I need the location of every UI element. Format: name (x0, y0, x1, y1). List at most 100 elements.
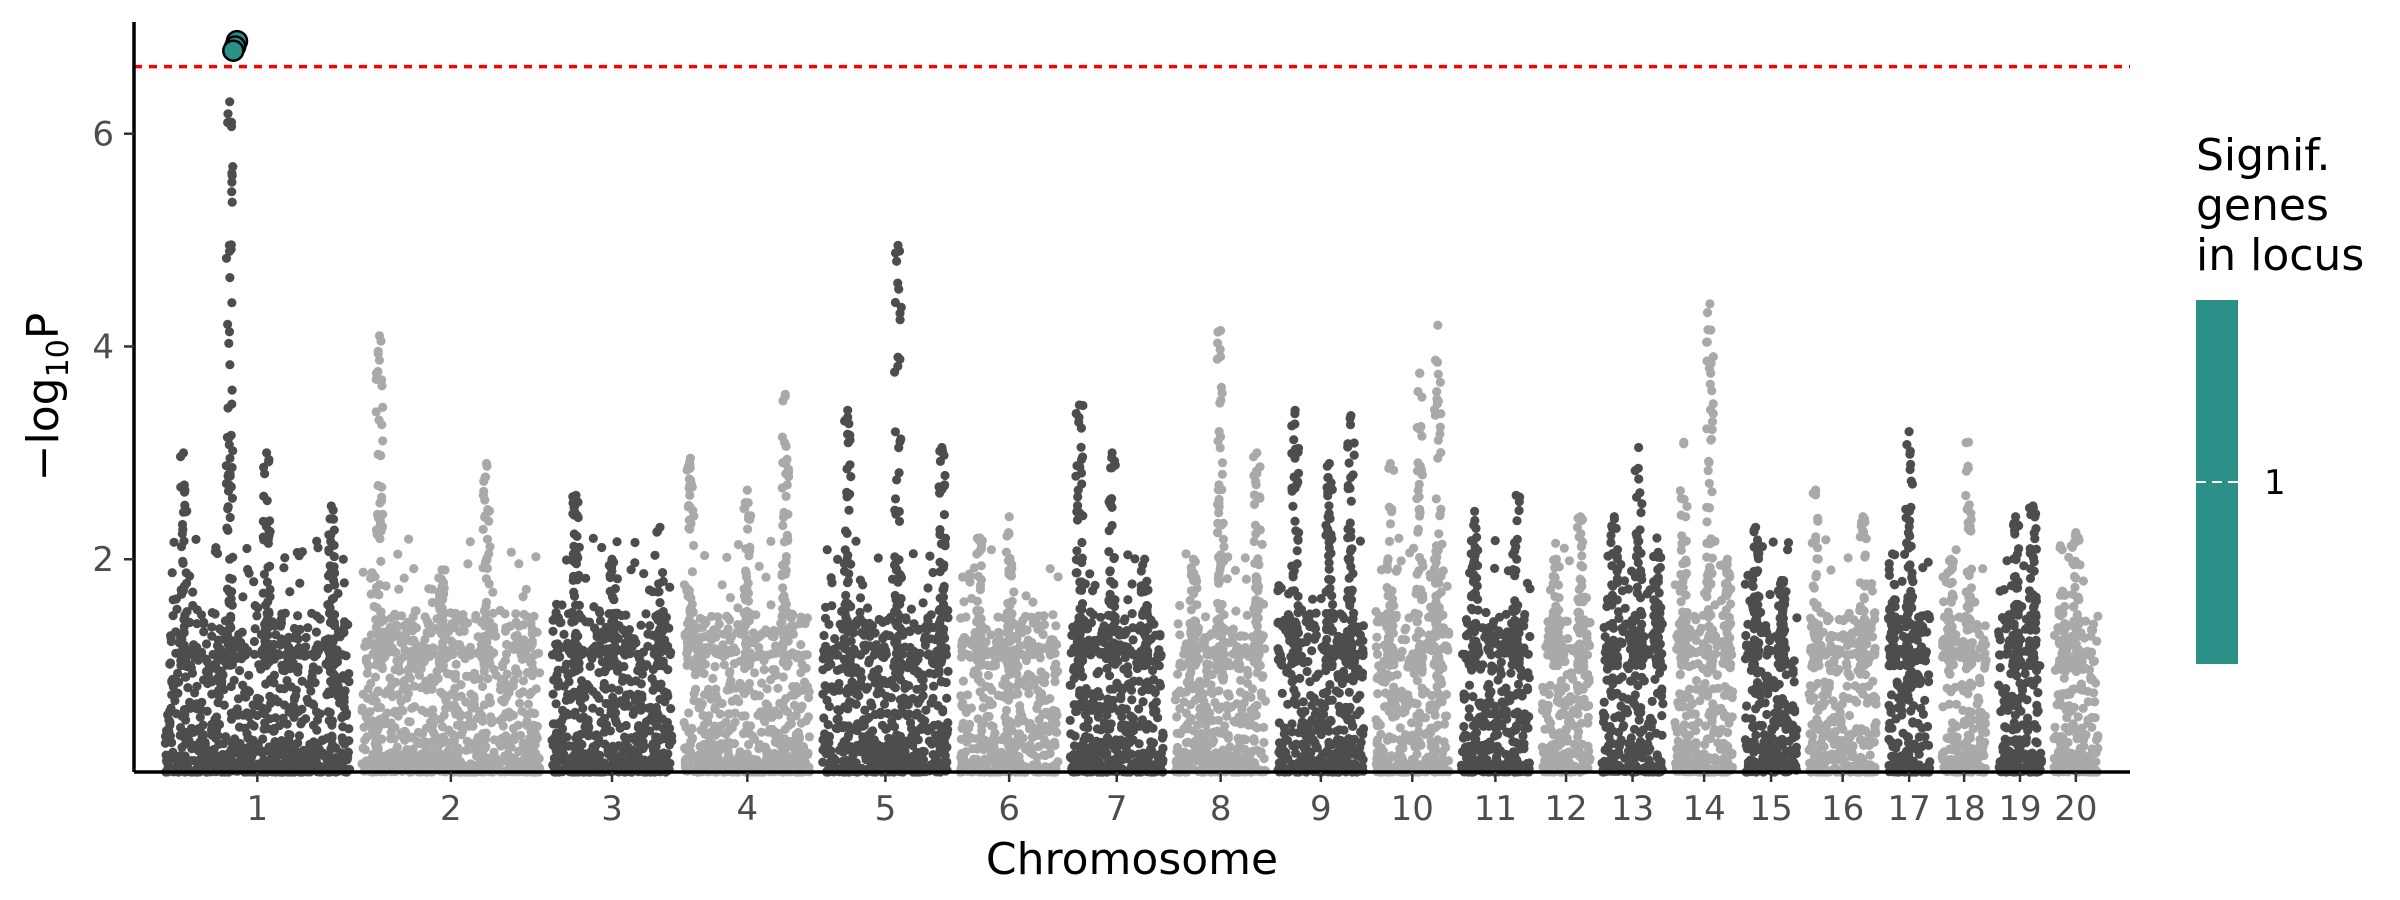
snp-point (684, 615, 694, 625)
snp-point (223, 319, 233, 329)
snp-point (263, 538, 273, 549)
snp-point (782, 454, 792, 464)
snp-point (804, 692, 814, 703)
snp-point (843, 576, 853, 586)
snp-point (974, 612, 984, 622)
snp-point (262, 577, 272, 587)
snp-point (269, 670, 279, 680)
snp-point (769, 632, 779, 642)
snp-point (244, 670, 254, 680)
snp-point (176, 542, 187, 552)
snp-point (1003, 556, 1014, 566)
snp-point (701, 649, 711, 659)
snp-point (656, 635, 667, 645)
snp-point (394, 584, 404, 594)
snp-point (378, 436, 388, 446)
snp-point (936, 630, 946, 640)
snp-point (607, 630, 617, 640)
snp-point (532, 721, 543, 732)
snp-point (890, 661, 900, 671)
snp-point (637, 693, 647, 704)
snp-point (322, 690, 332, 700)
snp-point (264, 457, 274, 467)
snp-point (483, 632, 493, 642)
snp-point (523, 699, 534, 709)
snp-point (1005, 601, 1015, 611)
snp-point (475, 759, 485, 769)
snp-point (227, 168, 237, 178)
snp-point (820, 729, 830, 739)
snp-point (684, 586, 694, 596)
snp-point (820, 681, 830, 691)
snp-point (826, 573, 836, 583)
snp-point (289, 694, 300, 704)
snp-point (697, 742, 708, 753)
snp-point (459, 626, 469, 636)
snp-point (819, 630, 829, 641)
snp-point (213, 698, 223, 708)
snp-point (741, 568, 751, 579)
snp-point (225, 273, 235, 283)
snp-point (491, 670, 501, 680)
snp-point (296, 650, 306, 660)
snp-point (410, 759, 420, 769)
snp-point (633, 649, 643, 660)
snp-point (983, 758, 993, 768)
snp-point (285, 587, 295, 597)
snp-point (377, 482, 387, 492)
snp-point (777, 756, 787, 766)
snp-point (224, 338, 234, 348)
snp-point (1048, 635, 1058, 645)
snp-point (845, 648, 856, 658)
snp-point (279, 563, 289, 573)
snp-point (199, 627, 209, 637)
snp-point (385, 751, 395, 761)
snp-point (189, 727, 199, 737)
snp-point (894, 631, 904, 641)
snp-point (375, 534, 385, 544)
snp-point (423, 683, 433, 693)
snp-point (696, 702, 706, 712)
snp-point (1050, 677, 1060, 687)
snp-point (925, 551, 935, 561)
snp-point (716, 721, 726, 731)
snp-point (437, 643, 447, 653)
snp-point (502, 669, 512, 679)
snp-point (745, 721, 756, 731)
snp-point (639, 569, 649, 579)
snp-point (719, 660, 729, 670)
snp-point (225, 512, 235, 523)
snp-point (616, 696, 626, 706)
snp-point (265, 516, 275, 526)
snp-point (636, 705, 646, 715)
snp-point (250, 601, 260, 611)
snp-point (729, 643, 739, 653)
snp-point (511, 609, 521, 619)
snp-point (584, 617, 595, 627)
snp-point (923, 583, 933, 593)
snp-point (265, 584, 275, 595)
snp-point (588, 703, 598, 713)
snp-point (172, 604, 182, 614)
snp-point (966, 703, 977, 713)
snp-point (375, 498, 385, 508)
snp-point (202, 706, 212, 716)
snp-point (739, 689, 749, 699)
snp-point (196, 610, 207, 620)
snp-point (225, 97, 235, 107)
snp-point (724, 726, 734, 736)
snp-point (855, 650, 866, 660)
snp-point (361, 756, 371, 766)
snp-point (530, 758, 541, 769)
snp-point (708, 673, 718, 684)
snp-point (339, 578, 349, 588)
snp-point (1004, 741, 1014, 752)
snp-point (684, 708, 694, 718)
snp-point (840, 638, 851, 649)
snp-point (988, 722, 998, 732)
snp-point (250, 624, 260, 634)
snp-point (254, 694, 265, 704)
chromosome-2-points (357, 331, 545, 777)
snp-point (189, 640, 199, 650)
snp-point (828, 649, 838, 659)
